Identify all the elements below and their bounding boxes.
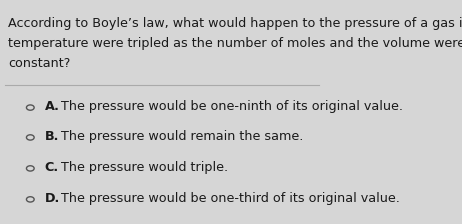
Text: The pressure would be one-ninth of its original value.: The pressure would be one-ninth of its o…: [61, 100, 403, 113]
Text: constant?: constant?: [8, 57, 70, 70]
Text: The pressure would triple.: The pressure would triple.: [61, 161, 229, 174]
Text: temperature were tripled as the number of moles and the volume were held: temperature were tripled as the number o…: [8, 37, 462, 50]
Text: According to Boyle’s law, what would happen to the pressure of a gas if the: According to Boyle’s law, what would hap…: [8, 17, 462, 30]
Text: C.: C.: [45, 161, 59, 174]
Text: The pressure would be one-third of its original value.: The pressure would be one-third of its o…: [61, 192, 401, 205]
Text: A.: A.: [45, 100, 60, 113]
Text: B.: B.: [45, 130, 59, 143]
Text: D.: D.: [45, 192, 60, 205]
Text: The pressure would remain the same.: The pressure would remain the same.: [61, 130, 304, 143]
